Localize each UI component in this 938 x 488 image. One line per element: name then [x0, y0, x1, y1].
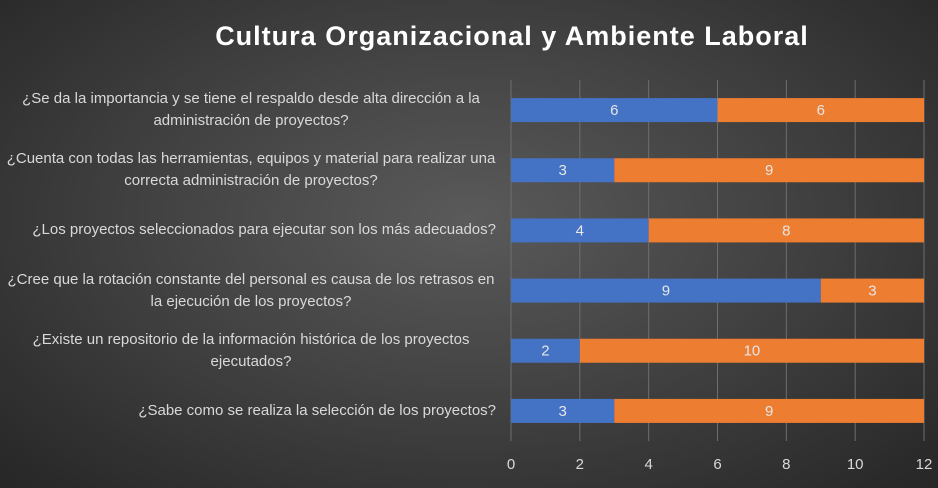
bar	[511, 398, 615, 423]
x-tick-label: 6	[713, 456, 721, 473]
bar	[717, 98, 924, 123]
value-label: 9	[765, 162, 773, 179]
y-tick-label: ¿Sabe como se realiza la selección de lo…	[0, 381, 496, 441]
y-tick-label: ¿Los proyectos seleccionados para ejecut…	[0, 200, 496, 260]
x-tick-label: 2	[576, 456, 584, 473]
y-tick-label: ¿Existe un repositorio de la información…	[0, 321, 496, 381]
y-tick-label-text: ¿Sabe como se realiza la selección de lo…	[138, 401, 496, 419]
bar	[511, 98, 718, 123]
bar	[648, 218, 924, 243]
bar	[614, 158, 924, 183]
bar	[614, 398, 924, 423]
value-label: 3	[868, 283, 876, 300]
value-label: 2	[541, 343, 549, 360]
y-tick-label-text: ¿Cuenta con todas las herramientas, equi…	[6, 150, 496, 190]
bar	[511, 158, 615, 183]
y-tick-label: ¿Se da la importancia y se tiene el resp…	[0, 80, 496, 140]
y-tick-label-text: ¿Cree que la rotación constante del pers…	[7, 270, 495, 310]
y-tick-label-text: ¿Se da la importancia y se tiene el resp…	[22, 90, 480, 130]
bar	[579, 338, 924, 363]
y-tick-label-text: ¿Los proyectos seleccionados para ejecut…	[32, 221, 496, 239]
bar	[511, 278, 821, 303]
value-label: 3	[558, 162, 566, 179]
bar	[511, 218, 649, 243]
x-tick-label: 8	[782, 456, 790, 473]
value-label: 4	[576, 222, 584, 239]
y-tick-label-text: ¿Existe un repositorio de la información…	[32, 330, 470, 370]
x-tick-label: 0	[507, 456, 515, 473]
value-label: 8	[782, 222, 790, 239]
value-label: 9	[662, 283, 670, 300]
value-label: 10	[744, 343, 761, 360]
y-tick-label: ¿Cuenta con todas las herramientas, equi…	[0, 140, 496, 200]
value-label: 9	[765, 403, 773, 420]
value-label: 3	[558, 403, 566, 420]
value-label: 6	[610, 102, 618, 119]
value-label: 6	[817, 102, 825, 119]
x-tick-label: 4	[644, 456, 652, 473]
y-tick-label: ¿Cree que la rotación constante del pers…	[0, 261, 496, 321]
bar	[820, 278, 924, 303]
chart-title: Cultura Organizacional y Ambiente Labora…	[215, 21, 809, 51]
bar	[511, 338, 580, 363]
x-tick-label: 12	[916, 456, 933, 473]
x-tick-label: 10	[847, 456, 864, 473]
